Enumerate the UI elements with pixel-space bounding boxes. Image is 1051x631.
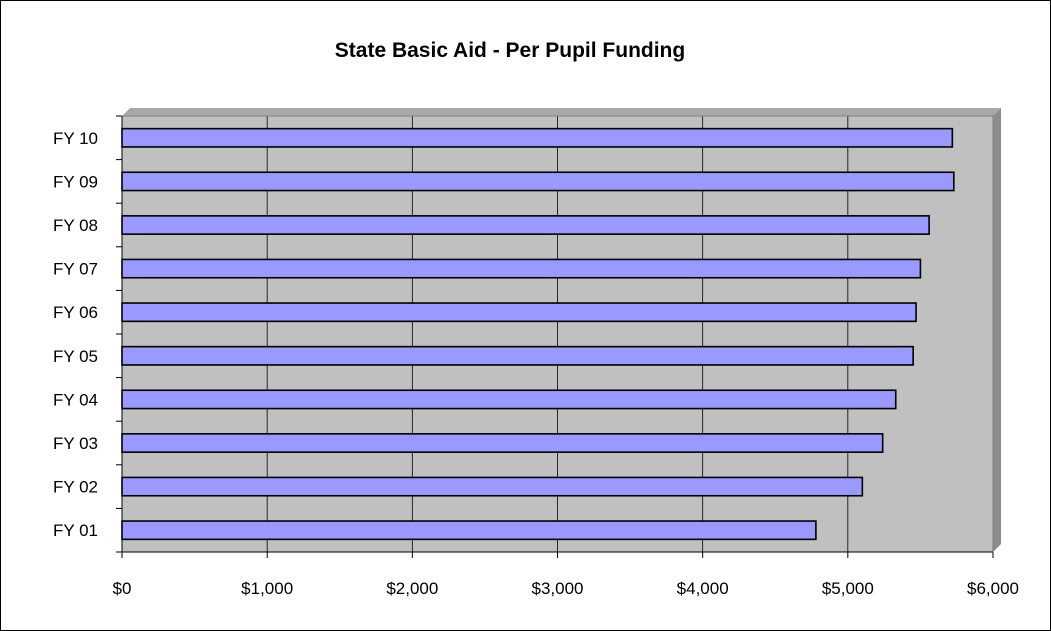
bar bbox=[121, 215, 930, 235]
y-tick-label: FY 06 bbox=[53, 303, 98, 322]
x-tick-label: $3,000 bbox=[532, 579, 584, 598]
y-tick-label: FY 04 bbox=[53, 390, 98, 409]
x-tick-label: $1,000 bbox=[241, 579, 293, 598]
bar bbox=[121, 433, 884, 453]
x-tick-label: $2,000 bbox=[386, 579, 438, 598]
bar bbox=[121, 302, 917, 323]
bar bbox=[121, 127, 954, 148]
x-tick-label: $5,000 bbox=[822, 579, 874, 598]
bar bbox=[121, 476, 864, 497]
y-tick-label: FY 10 bbox=[53, 129, 98, 148]
x-tick-label: $4,000 bbox=[677, 579, 729, 598]
plot-wall-side bbox=[993, 108, 1001, 552]
y-tick-label: FY 03 bbox=[53, 434, 98, 453]
bar bbox=[121, 520, 817, 541]
y-tick-label: FY 08 bbox=[53, 216, 98, 235]
plot-wall-top bbox=[122, 108, 1001, 116]
y-tick-label: FY 05 bbox=[53, 347, 98, 366]
x-tick-label: $0 bbox=[113, 579, 132, 598]
bar bbox=[121, 171, 955, 192]
bar bbox=[121, 258, 922, 279]
y-tick-label: FY 09 bbox=[53, 172, 98, 191]
chart-title: State Basic Aid - Per Pupil Funding bbox=[335, 39, 685, 62]
plot-area: $0 $1,000 $2,000 $3,000 $4,000 $5,000 $6,000 FY… bbox=[53, 108, 1019, 598]
bar bbox=[121, 389, 897, 410]
y-tick-label: FY 01 bbox=[53, 521, 98, 540]
x-tick-label: $6,000 bbox=[967, 579, 1019, 598]
bar bbox=[121, 345, 914, 366]
y-tick-label: FY 02 bbox=[53, 478, 98, 497]
y-tick-label: FY 07 bbox=[53, 260, 98, 279]
